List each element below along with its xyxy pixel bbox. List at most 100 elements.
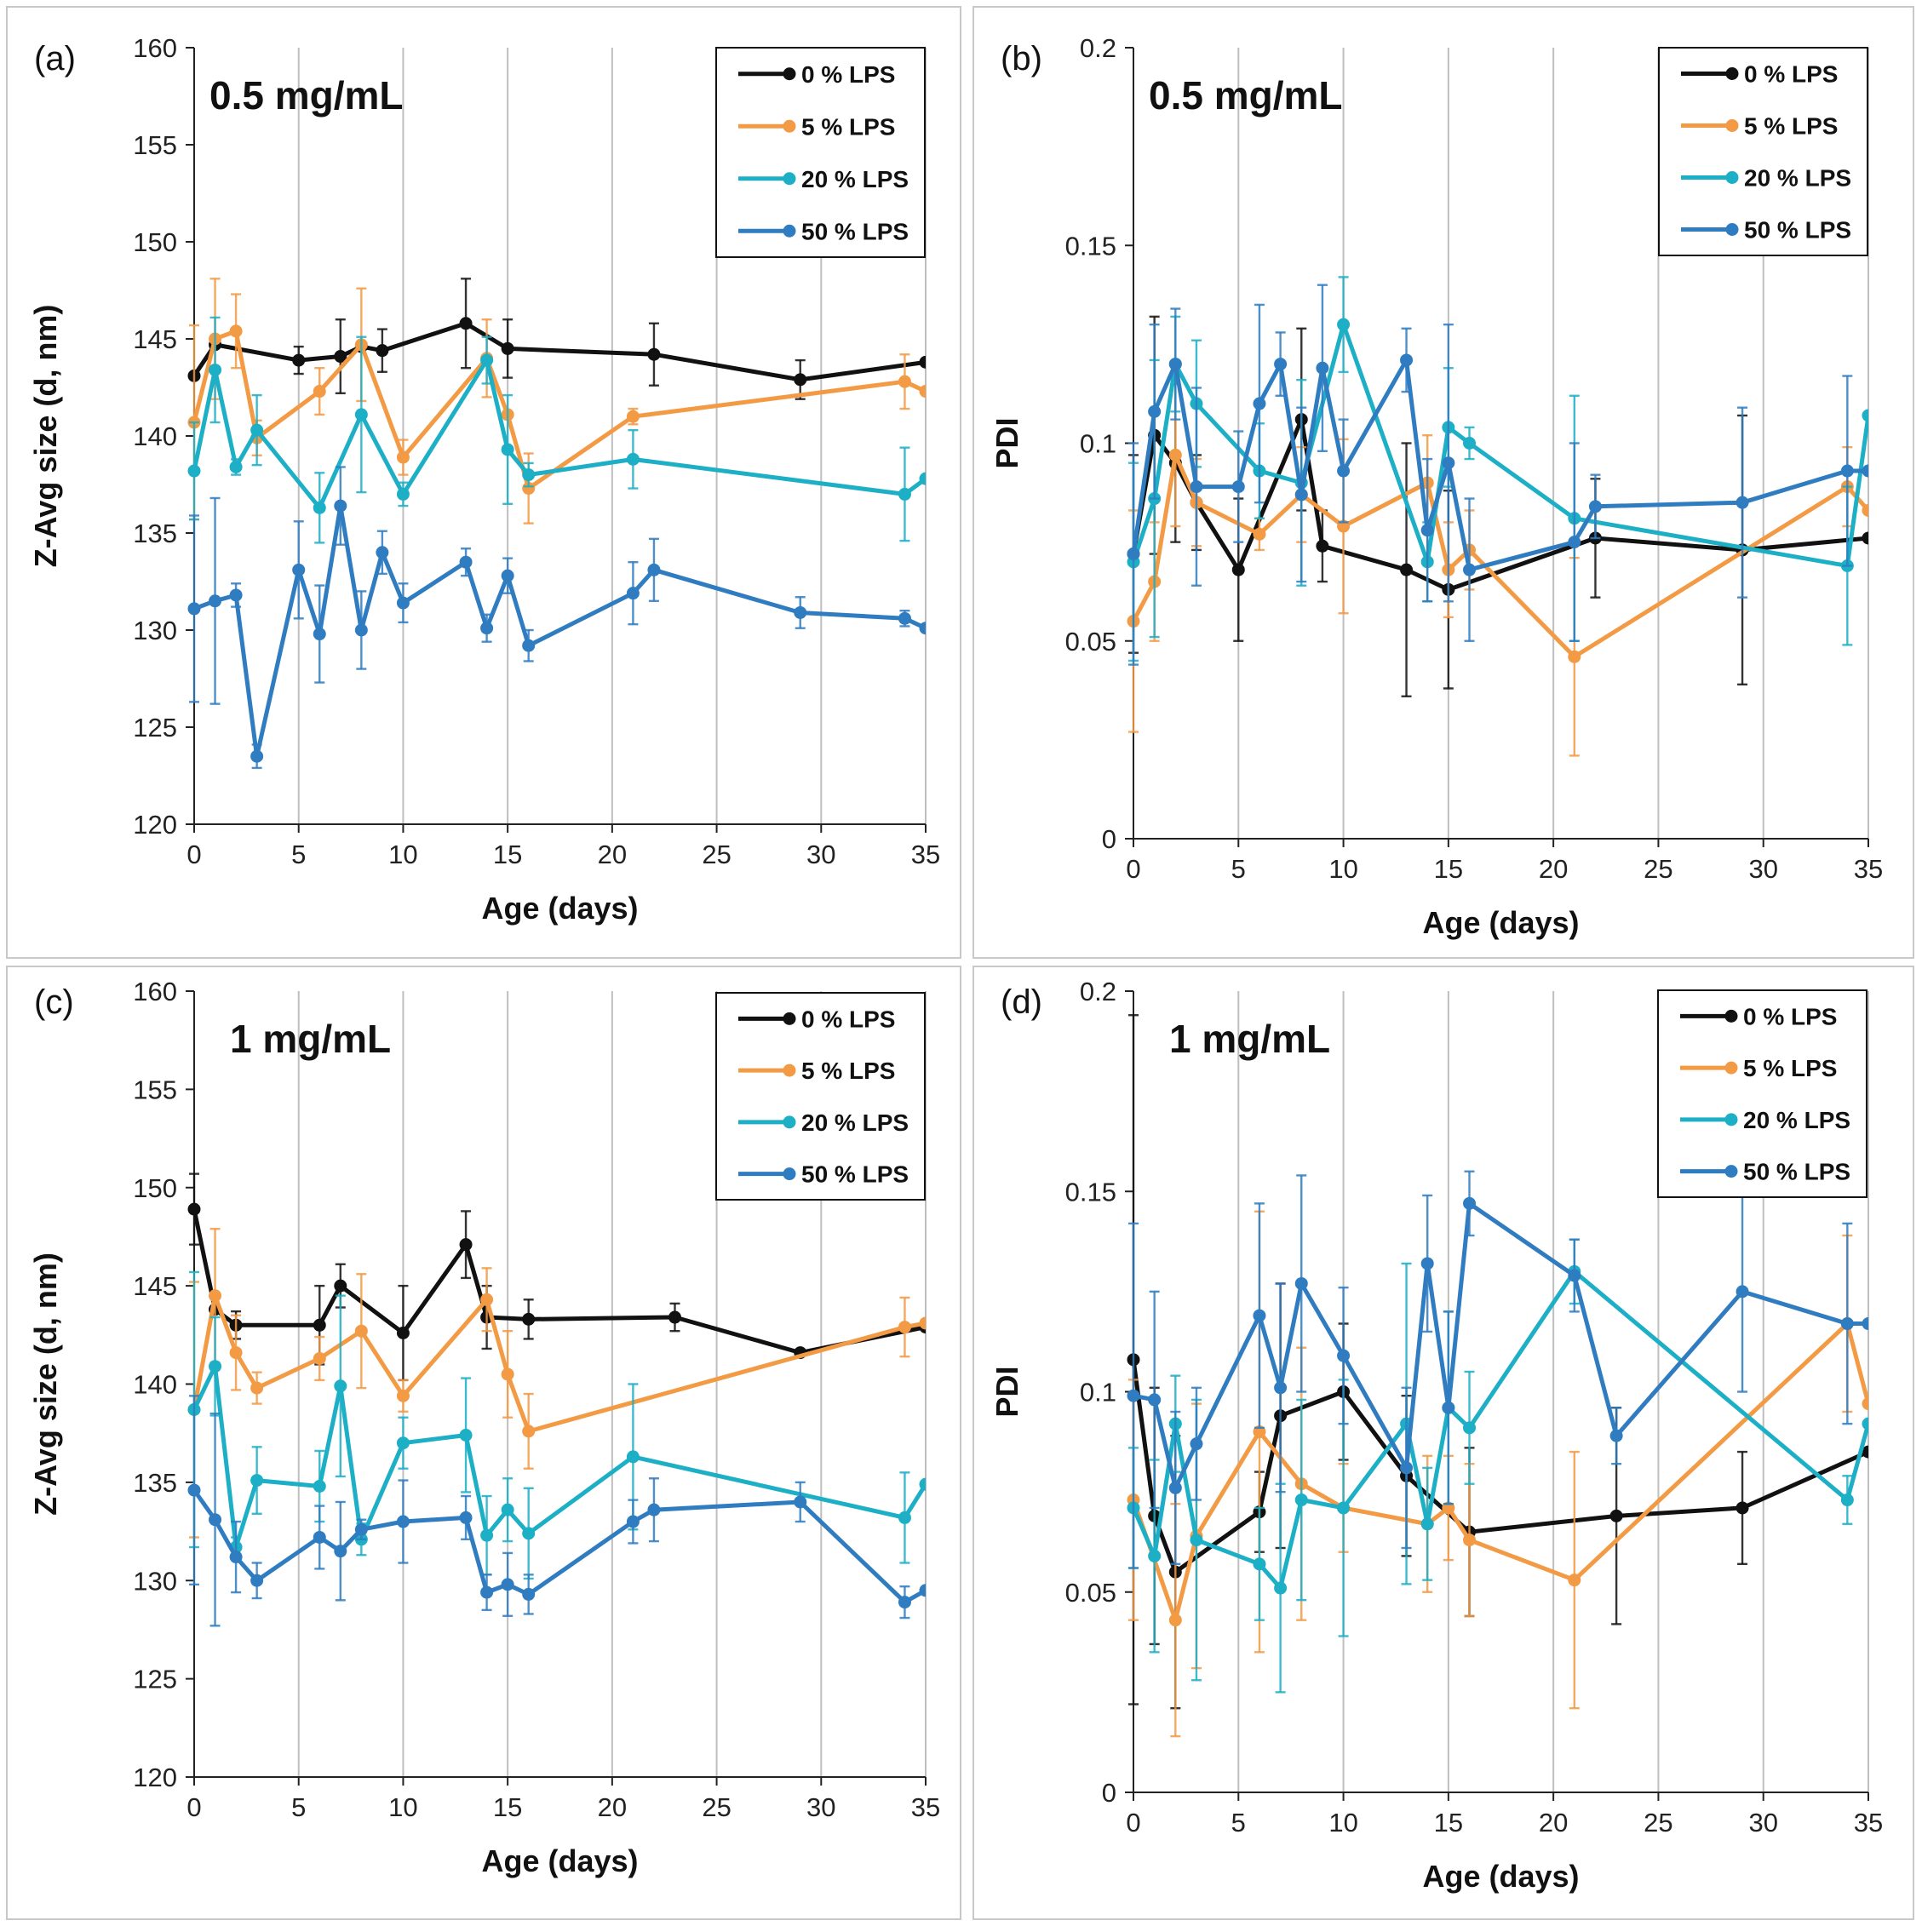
data-point (1148, 1549, 1162, 1562)
data-point (919, 1584, 926, 1597)
data-point (1400, 353, 1414, 367)
data-point (1442, 456, 1455, 470)
y-axis-title: Z-Avg size (d, nm) (28, 1253, 63, 1516)
y-tick-label: 125 (133, 713, 177, 742)
x-tick-label: 10 (388, 840, 417, 869)
legend: 0 % LPS 5 % LPS 20 % LPS 50 % LPS (715, 992, 926, 1201)
y-tick-label: 155 (133, 130, 177, 160)
data-point (1420, 524, 1434, 537)
x-tick-label: 30 (1748, 1808, 1777, 1837)
data-point (229, 1551, 243, 1564)
data-point (480, 1585, 494, 1599)
x-tick-label: 5 (1231, 1808, 1246, 1837)
data-point (1862, 1397, 1868, 1411)
data-point (292, 563, 306, 576)
y-tick-label: 0 (1102, 824, 1116, 854)
legend-label: 0 % LPS (801, 61, 895, 88)
legend-label: 50 % LPS (1743, 1159, 1850, 1185)
panel-annotation: 0.5 mg/mL (1149, 73, 1343, 118)
legend-label: 20 % LPS (1743, 1107, 1850, 1133)
data-point (626, 587, 640, 600)
data-point (1862, 1417, 1868, 1430)
data-point (209, 363, 222, 376)
data-point (396, 1515, 410, 1528)
data-point (522, 1587, 536, 1601)
legend-swatch-marker (783, 172, 796, 186)
y-tick-label: 0.1 (1080, 429, 1116, 459)
series-group (1127, 1014, 1868, 1738)
data-point (1609, 1509, 1623, 1522)
data-point (1190, 480, 1203, 494)
data-point (1253, 1309, 1266, 1322)
y-tick-label: 0 (1102, 1778, 1116, 1808)
data-point (668, 1310, 681, 1324)
data-point (1148, 1393, 1162, 1407)
data-point (1253, 527, 1266, 541)
series-20-lps (187, 316, 926, 544)
data-point (209, 1360, 222, 1373)
y-tick-label: 150 (133, 1173, 177, 1203)
data-point (396, 1436, 410, 1450)
y-tick-label: 140 (133, 421, 177, 451)
data-point (334, 1545, 347, 1558)
y-tick-label: 135 (133, 519, 177, 548)
data-point (919, 355, 926, 369)
legend-item: 5 % LPS (738, 1058, 895, 1084)
x-tick-label: 35 (911, 1792, 940, 1822)
series-line (1131, 1321, 1868, 1623)
data-point (1568, 1574, 1581, 1587)
legend-swatch-marker (783, 1167, 796, 1181)
legend-swatch-marker (783, 67, 796, 81)
data-point (1736, 1285, 1749, 1299)
y-tick-label: 0.05 (1065, 627, 1116, 656)
data-point (1127, 1389, 1140, 1402)
data-point (1400, 563, 1414, 576)
data-point (396, 1327, 410, 1340)
y-tick-label: 150 (133, 227, 177, 257)
legend-item: 50 % LPS (738, 218, 909, 244)
data-point (1463, 1421, 1477, 1435)
data-point (1736, 1501, 1749, 1515)
legend-item: 5 % LPS (738, 113, 895, 140)
legend-swatch-marker (783, 1012, 796, 1025)
data-point (1463, 563, 1477, 576)
data-point (626, 452, 640, 466)
data-point (1168, 358, 1182, 371)
x-tick-label: 5 (291, 1792, 306, 1822)
legend-item: 5 % LPS (1680, 1055, 1837, 1081)
legend-item: 5 % LPS (1681, 113, 1838, 140)
series-group (187, 1172, 926, 1627)
data-point (647, 347, 661, 361)
data-point (1840, 464, 1854, 478)
x-tick-label: 0 (1126, 854, 1140, 884)
data-point (898, 1596, 911, 1609)
panel-3: 120 125 130 135 140 145 150 155 160 0 5 10 15 20 25 30 3… (6, 966, 961, 1920)
data-point (480, 1293, 494, 1306)
data-point (187, 1202, 201, 1216)
data-point (1148, 404, 1162, 418)
legend-swatch-marker (1724, 1061, 1738, 1075)
data-point (1862, 503, 1868, 517)
data-point (898, 1511, 911, 1524)
series-50-lps (1127, 1170, 1868, 1569)
data-point (522, 1312, 536, 1326)
legend-item: 50 % LPS (738, 1161, 909, 1188)
data-point (1253, 1557, 1266, 1571)
data-point (209, 594, 222, 608)
data-point (396, 450, 410, 464)
data-point (647, 1503, 661, 1516)
x-tick-label: 30 (1748, 854, 1777, 884)
y-tick-label: 140 (133, 1370, 177, 1400)
data-point (313, 385, 326, 398)
x-tick-label: 10 (1328, 1808, 1357, 1837)
data-point (1609, 1429, 1623, 1442)
series-50-lps (1127, 284, 1868, 666)
data-point (1231, 563, 1245, 576)
data-point (480, 622, 494, 635)
x-tick-label: 5 (1231, 854, 1246, 884)
legend-box (1657, 989, 1867, 1198)
series-0-lps (187, 1172, 926, 1382)
data-point (501, 1367, 514, 1381)
data-point (209, 1289, 222, 1303)
legend: 0 % LPS 5 % LPS 20 % LPS 50 % LPS (1658, 47, 1868, 256)
